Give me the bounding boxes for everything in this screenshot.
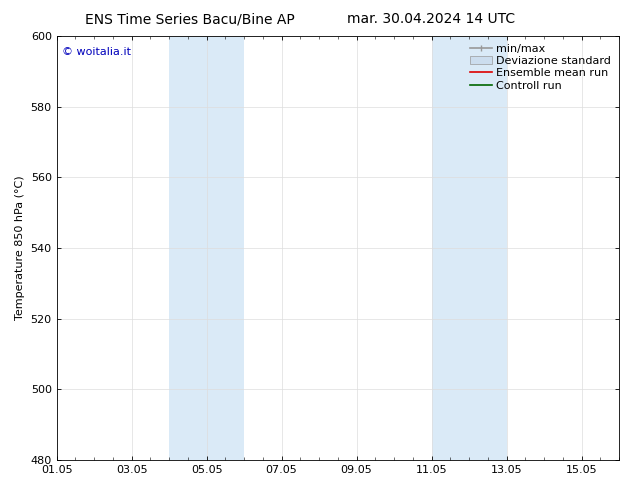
Text: ENS Time Series Bacu/Bine AP: ENS Time Series Bacu/Bine AP xyxy=(86,12,295,26)
Y-axis label: Temperature 850 hPa (°C): Temperature 850 hPa (°C) xyxy=(15,176,25,320)
Legend: min/max, Deviazione standard, Ensemble mean run, Controll run: min/max, Deviazione standard, Ensemble m… xyxy=(467,42,614,93)
Text: © woitalia.it: © woitalia.it xyxy=(62,47,131,57)
Bar xyxy=(469,36,507,460)
Text: mar. 30.04.2024 14 UTC: mar. 30.04.2024 14 UTC xyxy=(347,12,515,26)
Bar xyxy=(169,36,207,460)
Bar xyxy=(207,36,244,460)
Bar xyxy=(432,36,469,460)
